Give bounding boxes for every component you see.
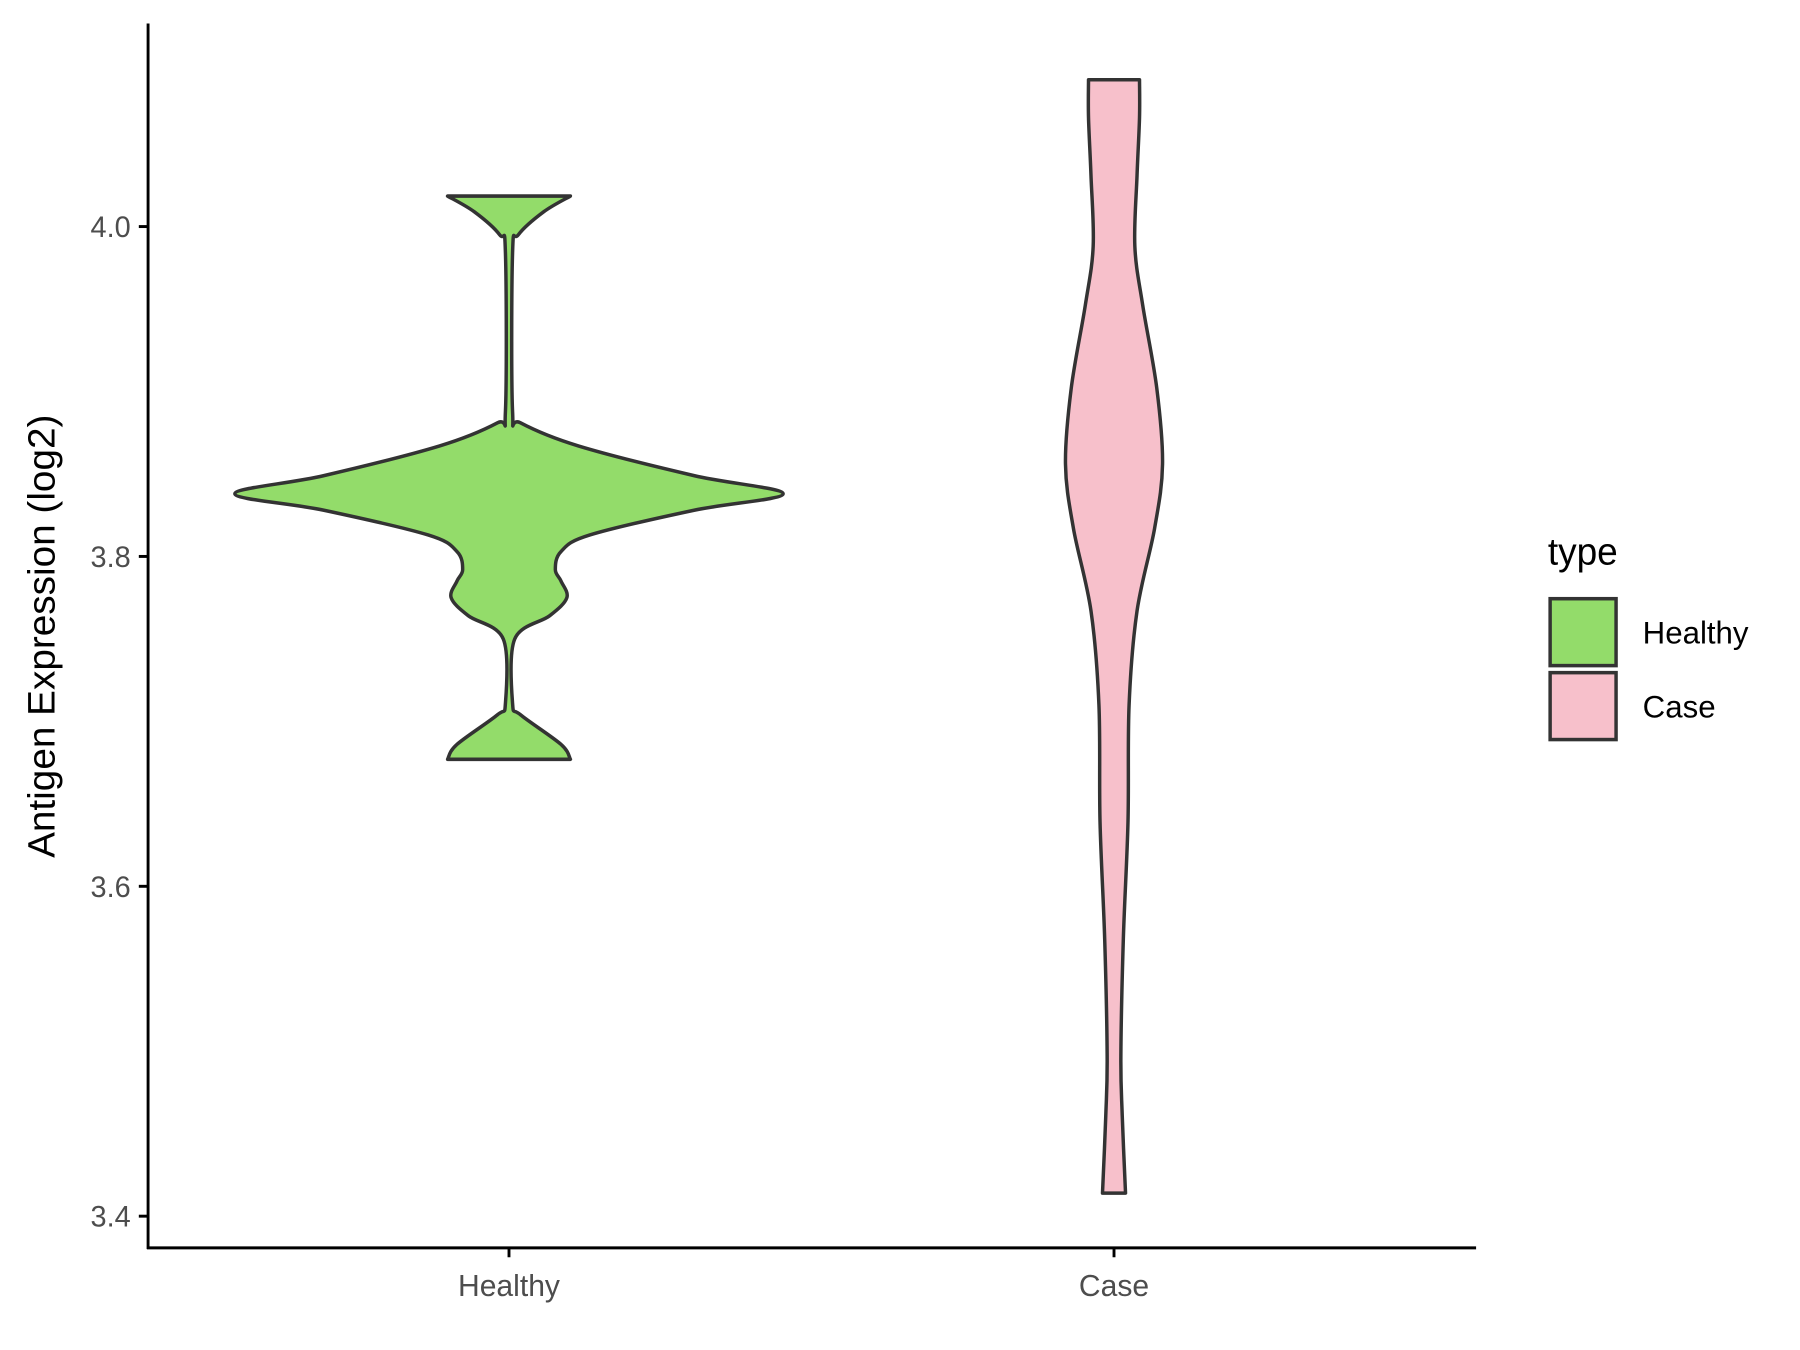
x-tick-label: Healthy bbox=[458, 1270, 561, 1303]
x-tick-label: Case bbox=[1079, 1270, 1149, 1303]
legend-title: type bbox=[1548, 530, 1618, 572]
y-tick-label: 3.6 bbox=[91, 872, 131, 904]
legend-label: Healthy bbox=[1643, 615, 1749, 650]
legend-label: Case bbox=[1643, 689, 1716, 724]
y-tick-label: 4.0 bbox=[91, 212, 131, 244]
y-tick-label: 3.8 bbox=[91, 542, 131, 574]
legend-key-case bbox=[1548, 670, 1618, 742]
legend: type Healthy Case bbox=[1548, 530, 1749, 742]
y-tick-label: 3.4 bbox=[91, 1202, 131, 1234]
y-ticks: 3.4 3.6 3.8 4.0 bbox=[91, 212, 149, 1234]
y-axis-title: Antigen Expression (log2) bbox=[21, 415, 64, 858]
violins bbox=[233, 78, 1165, 1195]
violin-healthy bbox=[233, 194, 785, 762]
violin-case bbox=[1063, 78, 1165, 1195]
x-ticks: Healthy Case bbox=[458, 1247, 1149, 1303]
legend-key-healthy bbox=[1548, 596, 1618, 668]
